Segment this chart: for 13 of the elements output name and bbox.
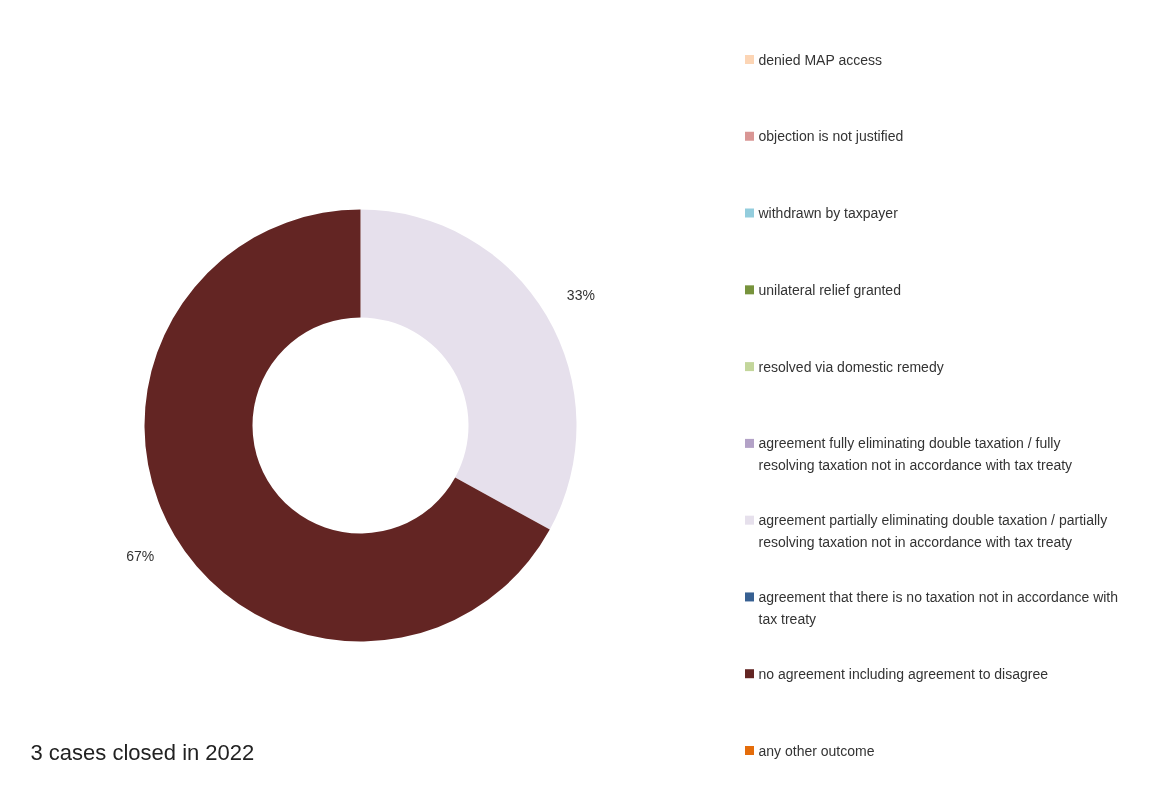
legend-label: unilateral relief granted: [758, 281, 901, 298]
legend-label: denied MAP access: [758, 51, 882, 68]
legend-label: withdrawn by taxpayer: [757, 205, 899, 222]
data-label: 33%: [566, 287, 595, 304]
legend-label: any other outcome: [758, 742, 875, 759]
legend-label: objection is not justified: [758, 128, 904, 145]
legend-label: resolved via domestic remedy: [758, 358, 944, 375]
legend-label: agreement that there is no taxation not in accordance with tax treaty: [758, 588, 1119, 627]
text: 3 cases closed in 2022: [30, 740, 255, 765]
data-label: 67%: [126, 547, 155, 564]
legend-label: no agreement including agreement to disagree: [758, 665, 1049, 682]
legend-label: agreement fully eliminating double taxation / fully resolving taxation not in accordance with tax treaty: [758, 435, 1073, 474]
legend-label: agreement partially eliminating double taxation / partially resolving taxation not in accordance with tax treaty: [758, 512, 1108, 551]
